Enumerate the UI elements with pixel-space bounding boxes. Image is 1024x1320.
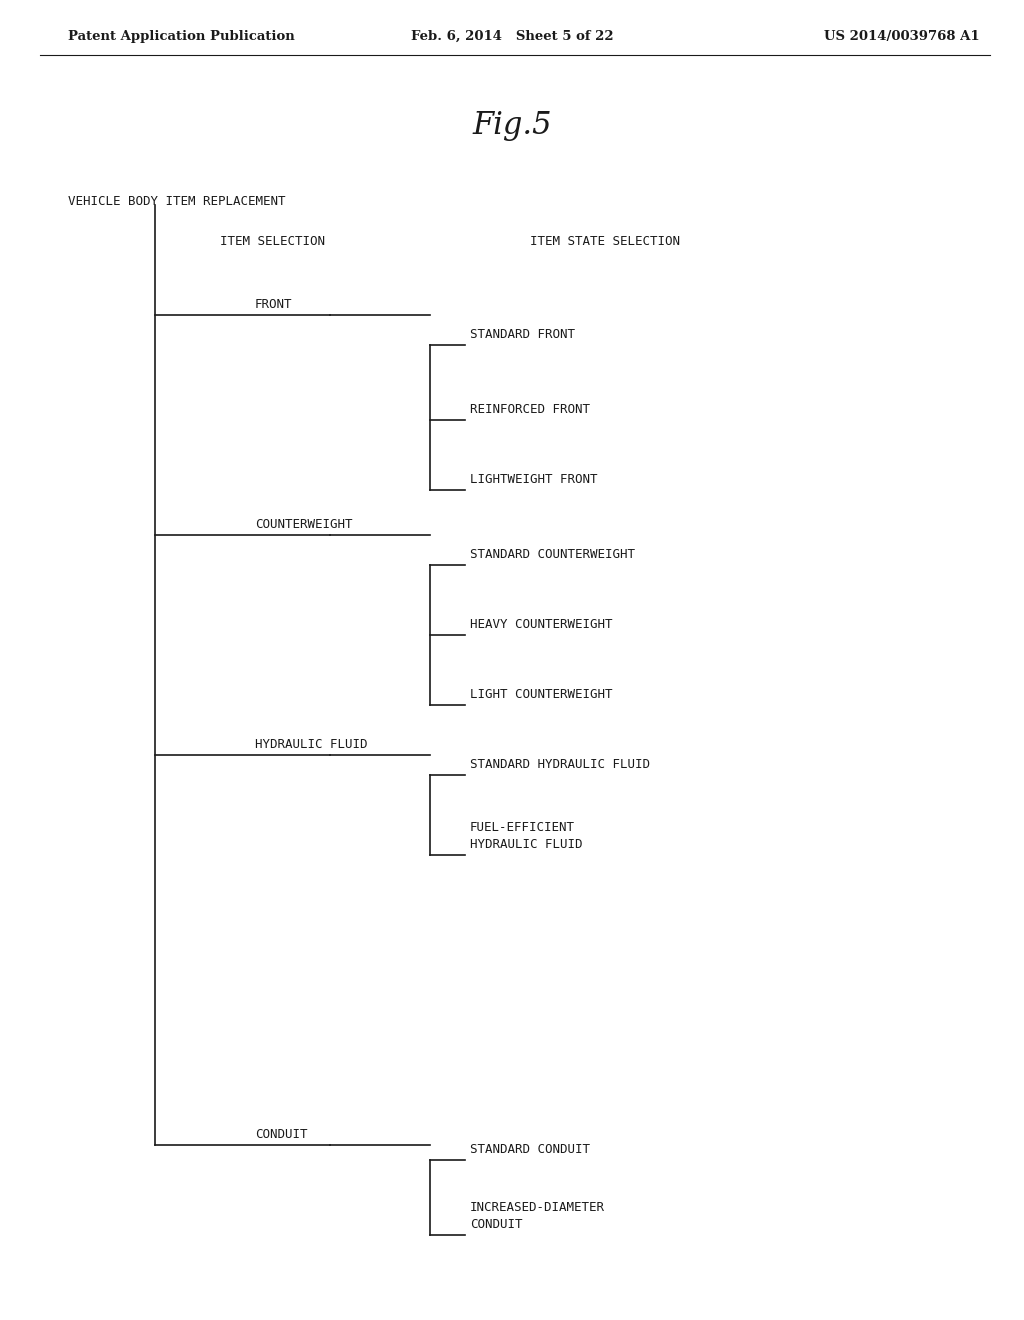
- Text: Patent Application Publication: Patent Application Publication: [68, 30, 295, 44]
- Text: Feb. 6, 2014   Sheet 5 of 22: Feb. 6, 2014 Sheet 5 of 22: [411, 30, 613, 44]
- Text: INCREASED-DIAMETER
CONDUIT: INCREASED-DIAMETER CONDUIT: [470, 1201, 605, 1232]
- Text: US 2014/0039768 A1: US 2014/0039768 A1: [824, 30, 980, 44]
- Text: REINFORCED FRONT: REINFORCED FRONT: [470, 403, 590, 416]
- Text: HEAVY COUNTERWEIGHT: HEAVY COUNTERWEIGHT: [470, 618, 612, 631]
- Text: STANDARD CONDUIT: STANDARD CONDUIT: [470, 1143, 590, 1156]
- Text: COUNTERWEIGHT: COUNTERWEIGHT: [255, 517, 352, 531]
- Text: LIGHT COUNTERWEIGHT: LIGHT COUNTERWEIGHT: [470, 688, 612, 701]
- Text: ITEM SELECTION: ITEM SELECTION: [220, 235, 325, 248]
- Text: STANDARD HYDRAULIC FLUID: STANDARD HYDRAULIC FLUID: [470, 758, 650, 771]
- Text: CONDUIT: CONDUIT: [255, 1129, 307, 1140]
- Text: VEHICLE BODY ITEM REPLACEMENT: VEHICLE BODY ITEM REPLACEMENT: [68, 195, 286, 209]
- Text: ITEM STATE SELECTION: ITEM STATE SELECTION: [530, 235, 680, 248]
- Text: Fig.5: Fig.5: [472, 110, 552, 141]
- Text: HYDRAULIC FLUID: HYDRAULIC FLUID: [255, 738, 368, 751]
- Text: FRONT: FRONT: [255, 298, 293, 312]
- Text: FUEL-EFFICIENT
HYDRAULIC FLUID: FUEL-EFFICIENT HYDRAULIC FLUID: [470, 821, 583, 851]
- Text: STANDARD COUNTERWEIGHT: STANDARD COUNTERWEIGHT: [470, 548, 635, 561]
- Text: LIGHTWEIGHT FRONT: LIGHTWEIGHT FRONT: [470, 473, 597, 486]
- Text: STANDARD FRONT: STANDARD FRONT: [470, 327, 575, 341]
